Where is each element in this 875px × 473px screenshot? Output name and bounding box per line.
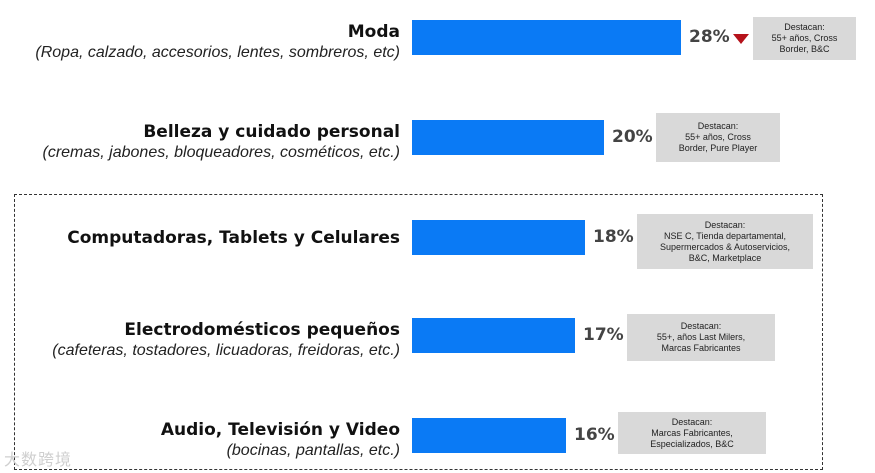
highlight-note: Destacan: 55+, años Last Milers, Marcas Fa… bbox=[627, 314, 775, 361]
category-title: Electrodomésticos pequeños bbox=[124, 320, 400, 340]
bar bbox=[412, 120, 604, 155]
note-line: Marcas Fabricantes bbox=[661, 343, 741, 353]
highlight-note: Destacan: NSE C, Tienda departamental, Sup… bbox=[637, 214, 813, 269]
value-label: 20% bbox=[612, 127, 653, 147]
category-title: Audio, Televisión y Video bbox=[160, 420, 400, 440]
value-label: 16% bbox=[574, 425, 615, 445]
note-line: Destacan: bbox=[704, 219, 746, 230]
category-label-0: Moda (Ropa, calzado, accesorios, lentes, … bbox=[35, 21, 400, 63]
category-title: Computadoras, Tablets y Celulares bbox=[67, 228, 400, 248]
highlight-note: Destacan: 55+ años, Cross Border, B&C bbox=[753, 17, 856, 60]
note-line: Border, Pure Player bbox=[678, 143, 758, 153]
note-line: Destacan: bbox=[697, 121, 739, 131]
category-subtitle: (cremas, jabones, bloqueadores, cosmétic… bbox=[42, 144, 401, 161]
highlight-note: Destacan: 55+ años, Cross Border, Pure Pla… bbox=[656, 113, 780, 162]
bar bbox=[412, 418, 566, 453]
note-line: 55+, años Last Milers, bbox=[656, 332, 746, 342]
category-subtitle: (bocinas, pantallas, etc.) bbox=[226, 442, 400, 459]
bar bbox=[412, 318, 575, 353]
value-label: 18% bbox=[593, 227, 634, 247]
category-label-3: Electrodomésticos pequeños (cafeteras, to… bbox=[52, 319, 400, 361]
category-title: Moda bbox=[347, 22, 400, 42]
note-line: NSE C, Tienda departamental, bbox=[663, 230, 787, 241]
note-line: Border, B&C bbox=[779, 44, 830, 54]
note-line: Destacan: bbox=[784, 22, 825, 32]
note-line: Especializados, B&C bbox=[650, 438, 734, 449]
category-label-4: Audio, Televisión y Video (bocinas, panta… bbox=[161, 419, 400, 461]
category-title: Belleza y cuidado personal bbox=[143, 122, 400, 142]
value-label: 17% bbox=[583, 325, 624, 345]
bar bbox=[412, 20, 681, 55]
category-label-2: Computadoras, Tablets y Celulares bbox=[67, 227, 400, 249]
note-line: Destacan: bbox=[671, 416, 713, 427]
note-line: Marcas Fabricantes, bbox=[651, 427, 733, 438]
note-line: B&C, Marketplace bbox=[688, 252, 762, 263]
note-line: 55+ años, Cross bbox=[685, 132, 751, 142]
category-subtitle: (Ropa, calzado, accesorios, lentes, somb… bbox=[35, 44, 400, 61]
trend-down-icon bbox=[733, 34, 749, 44]
bar bbox=[412, 220, 585, 255]
category-subtitle: (cafeteras, tostadores, licuadoras, frei… bbox=[52, 342, 400, 359]
watermark: 大数跨境 bbox=[4, 450, 73, 469]
highlight-group-frame bbox=[14, 194, 823, 470]
value-label: 28% bbox=[689, 27, 730, 47]
note-line: 55+ años, Cross bbox=[771, 33, 838, 43]
category-label-1: Belleza y cuidado personal (cremas, jabon… bbox=[43, 121, 401, 163]
note-line: Supermercados & Autoservicios, bbox=[659, 241, 791, 252]
note-line: Destacan: bbox=[680, 321, 722, 331]
highlight-note: Destacan: Marcas Fabricantes, Especializad… bbox=[618, 412, 766, 454]
